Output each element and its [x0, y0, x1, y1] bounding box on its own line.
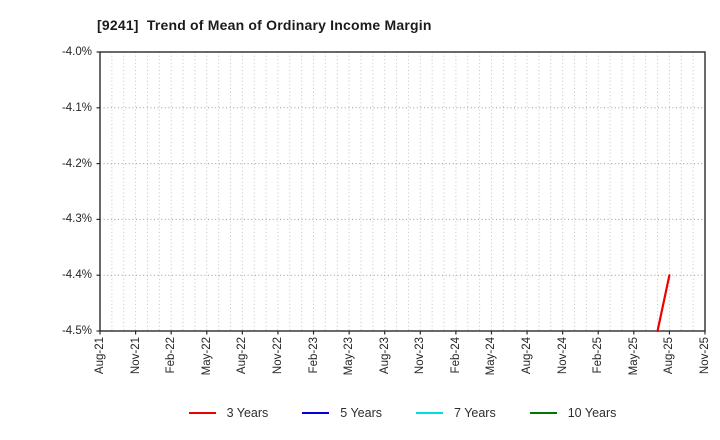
x-tick-label: Nov-22	[271, 337, 284, 375]
x-tick-label: Aug-23	[378, 337, 391, 375]
x-tick-label: Aug-25	[663, 337, 676, 375]
legend-item-5-years: 5 Years	[302, 406, 382, 420]
legend-item-3-years: 3 Years	[188, 406, 269, 420]
y-tick-label: -4.2%	[61, 157, 92, 170]
x-tick-label: May-23	[343, 337, 356, 376]
x-tick-label: Aug-24	[521, 337, 534, 375]
y-tick-label: -4.4%	[61, 269, 92, 282]
series-line-3-years	[656, 274, 671, 333]
x-tick-label: Feb-25	[592, 337, 605, 374]
legend-line-swatch-5-years	[302, 412, 330, 414]
x-tick-label: May-25	[627, 337, 640, 376]
x-tick-label: Aug-21	[94, 337, 106, 375]
plot-border	[99, 51, 706, 332]
x-tick-label: Nov-23	[414, 337, 427, 375]
legend-label-3-years: 3 Years	[226, 406, 269, 420]
x-tick-label: Nov-21	[129, 337, 142, 375]
x-tick-label: Nov-24	[556, 337, 569, 375]
y-tick-label: -4.5%	[61, 325, 92, 337]
legend-label-5-years: 5 Years	[340, 406, 383, 420]
x-tick-label: Nov-25	[699, 337, 711, 375]
legend-line-swatch-7-years	[416, 412, 444, 414]
x-tick-label: Feb-23	[307, 337, 320, 374]
y-tick-label: -4.0%	[61, 46, 92, 58]
x-tick-label: May-22	[200, 337, 213, 376]
y-tick-label: -4.3%	[61, 213, 92, 226]
y-tick-label: -4.1%	[61, 101, 92, 114]
legend-item-7-years: 7 Years	[416, 406, 496, 420]
legend: 3 Years 5 Years 7 Years 10 Years	[100, 406, 705, 420]
x-tick-label: Feb-22	[165, 337, 178, 374]
x-tick-label: May-24	[485, 337, 498, 376]
legend-item-10-years: 10 Years	[529, 406, 617, 420]
legend-label-10-years: 10 Years	[567, 406, 617, 420]
legend-line-swatch-10-years	[529, 412, 557, 414]
legend-label-7-years: 7 Years	[454, 406, 496, 420]
chart-title: [9241] Trend of Mean of Ordinary Income …	[97, 17, 432, 33]
legend-line-swatch-3-years	[188, 412, 216, 414]
x-tick-label: Feb-24	[449, 337, 462, 374]
x-tick-label: Aug-22	[236, 337, 249, 375]
